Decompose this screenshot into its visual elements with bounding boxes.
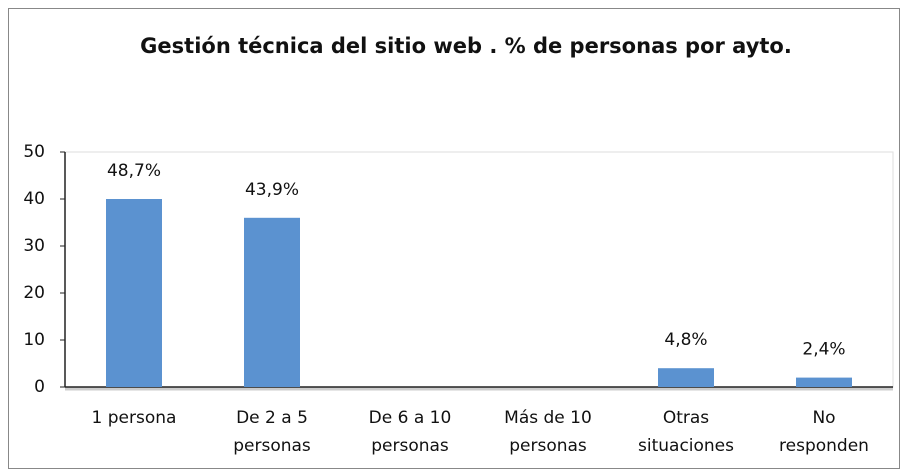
x-tick-label: Otras situaciones [638, 408, 734, 456]
x-tick-label: Más de 10 personas [504, 408, 592, 456]
bar [658, 368, 714, 387]
bar [106, 199, 162, 387]
bar [796, 377, 852, 387]
x-tick-label: De 2 a 5 personas [233, 408, 311, 456]
x-tick-label: 1 persona [91, 408, 177, 428]
chart-title: Gestión técnica del sitio web . % de per… [140, 34, 792, 58]
data-label: 4,8% [664, 330, 707, 350]
y-tick-label: 40 [23, 189, 45, 209]
data-label: 43,9% [245, 180, 299, 200]
x-tick-label: No responden [779, 408, 869, 456]
y-tick-label: 10 [23, 330, 45, 350]
y-tick-label: 30 [23, 236, 45, 256]
data-label: 48,7% [107, 161, 161, 181]
data-label: 2,4% [802, 340, 845, 360]
bar [244, 217, 300, 387]
x-tick-label: De 6 a 10 personas [368, 408, 452, 456]
y-tick-label: 20 [23, 283, 45, 303]
y-tick-label: 50 [23, 142, 45, 162]
y-tick-label: 0 [34, 377, 45, 397]
